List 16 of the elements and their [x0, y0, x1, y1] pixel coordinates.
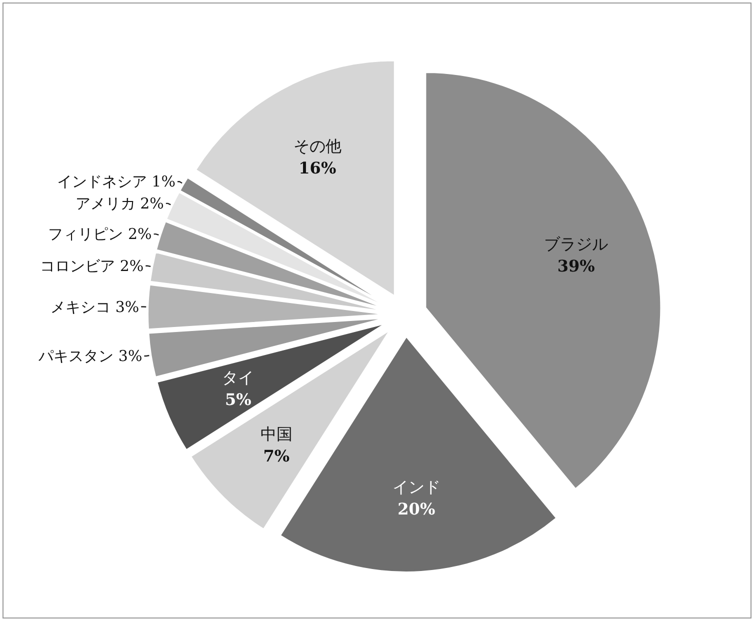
slice-label: アメリカ 2% — [75, 194, 164, 212]
slice-label: インド — [392, 477, 440, 496]
data-label: 20% — [398, 499, 436, 518]
slice-label: その他 — [293, 136, 342, 156]
slice-label: インドネシア 1% — [56, 172, 176, 191]
slice-label: ブラジル — [544, 234, 608, 254]
slice-label: フィリピン 2% — [48, 225, 152, 244]
data-label: 16% — [298, 158, 336, 178]
data-label: 5% — [224, 390, 252, 410]
slice-label: コロンビア 2% — [40, 256, 144, 275]
slice-label: タイ — [222, 368, 254, 388]
slice-label: 中国 — [260, 424, 292, 444]
slice-label: メキシコ 3% — [50, 298, 140, 316]
slice-label: パキスタン 3% — [38, 346, 142, 365]
data-label: 7% — [263, 446, 290, 466]
data-label: 39% — [557, 256, 595, 276]
